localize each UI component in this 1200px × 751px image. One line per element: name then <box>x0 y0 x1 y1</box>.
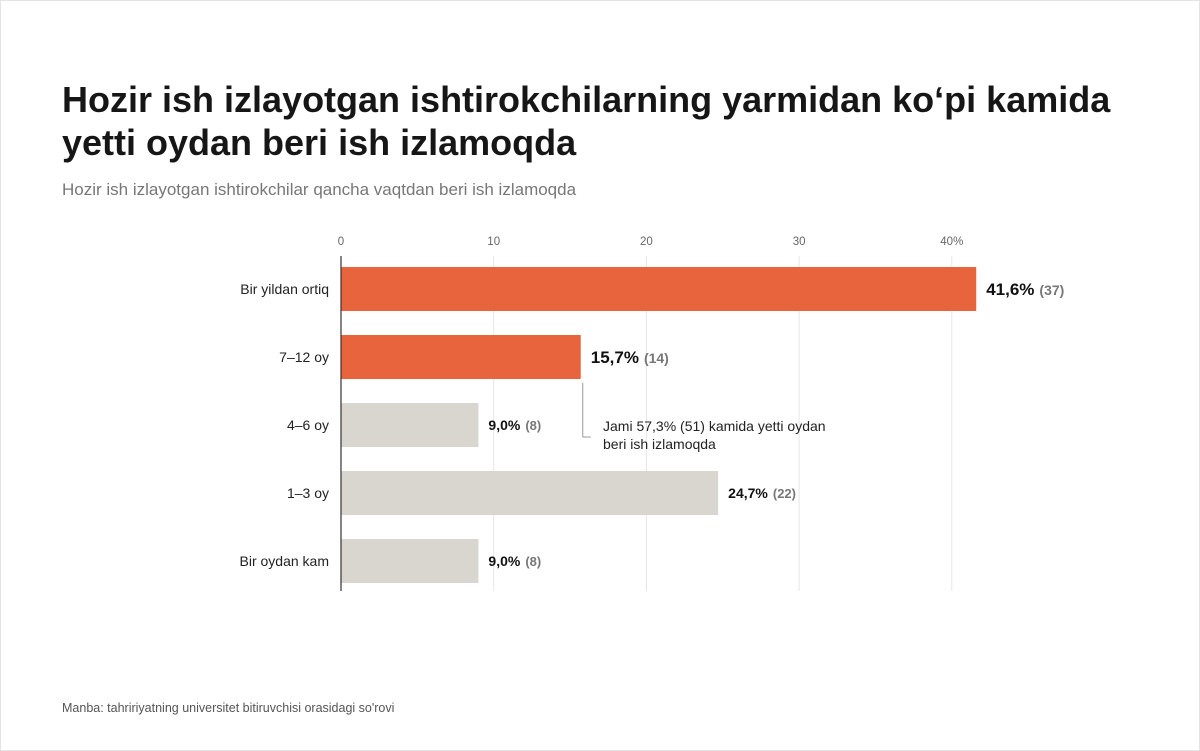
annotation-text: beri ish izlamoqda <box>603 436 716 452</box>
gridlines <box>493 256 953 591</box>
data-label: 15,7% (14) <box>591 348 669 367</box>
bar <box>341 335 581 379</box>
x-tick-label: 20 <box>640 236 653 248</box>
category-label: Bir oydan kam <box>240 553 329 569</box>
data-label: 9,0% (8) <box>488 417 541 433</box>
data-label: 24,7% (22) <box>728 485 796 501</box>
bar <box>341 267 977 311</box>
chart-title: Hozir ish izlayotgan ishtirokchilarning … <box>62 79 1111 163</box>
x-tick-label: 40% <box>940 236 963 248</box>
data-label: 9,0% (8) <box>488 553 541 569</box>
bar-chart: 0 10 20 30 40% 41,6% (37) 15,7% (14) 9,0% (8) 24,7… <box>240 236 1064 591</box>
annotation-bracket <box>582 383 591 438</box>
x-tick-label: 10 <box>487 236 500 248</box>
data-label: 41,6% (37) <box>986 280 1064 299</box>
x-tick-label: 30 <box>793 236 806 248</box>
bar <box>341 403 479 447</box>
category-labels: Bir yildan ortiq 7–12 oy 4–6 oy 1–3 oy Bir o… <box>240 281 329 569</box>
category-label: 4–6 oy <box>287 417 329 433</box>
x-axis-ticks: 0 10 20 30 40% <box>338 236 964 248</box>
bar <box>341 539 479 583</box>
annotation-text: Jami 57,3% (51) kamida yetti oydan <box>603 418 826 434</box>
source-note: Manba: tahririyatning universitet bitiru… <box>62 701 395 715</box>
annotation: Jami 57,3% (51) kamida yetti oydan beri i… <box>582 383 826 452</box>
value-labels: 41,6% (37) 15,7% (14) 9,0% (8) 24,7% (22) 9,0% (8… <box>488 280 1064 569</box>
category-label: 1–3 oy <box>287 485 329 501</box>
category-label: 7–12 oy <box>279 349 329 365</box>
x-tick-label: 0 <box>338 236 344 248</box>
bars <box>341 267 977 583</box>
bar <box>341 471 719 515</box>
category-label: Bir yildan ortiq <box>240 281 329 297</box>
chart-subtitle: Hozir ish izlayotgan ishtirokchilar qanc… <box>62 180 577 199</box>
